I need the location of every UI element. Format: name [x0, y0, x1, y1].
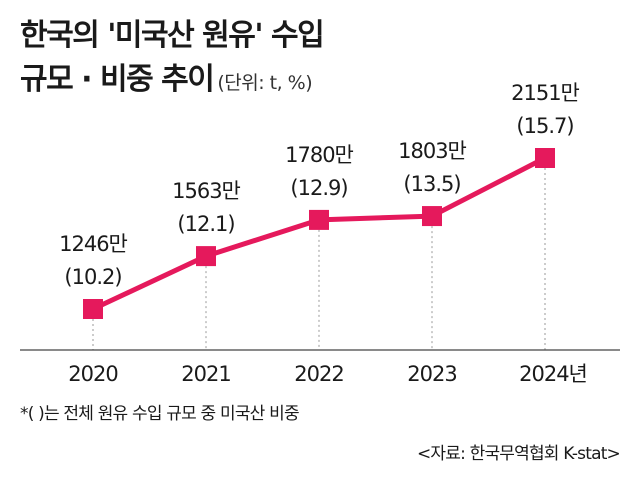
x-tick-label: 2022 — [294, 362, 343, 386]
unit-label: (단위: t, %) — [217, 72, 313, 94]
value-label: 1780만 — [285, 143, 353, 167]
share-label: (13.5) — [403, 172, 460, 196]
footnote: *( )는 전체 원유 수입 규모 중 미국산 비중 — [20, 404, 300, 424]
data-point-marker — [309, 209, 329, 230]
data-point-marker — [422, 206, 442, 227]
value-label: 2151만 — [511, 81, 579, 105]
value-label: 1803만 — [398, 139, 466, 163]
chart-title: 한국의 '미국산 원유' 수입 규모 · 비중 추이 (단위: t, %) — [20, 14, 325, 105]
value-label: 1246만 — [59, 232, 127, 256]
x-tick-label: 2024년 — [519, 362, 587, 386]
data-point-marker — [535, 148, 555, 168]
title-line-1: 한국의 '미국산 원유' 수입 — [20, 18, 325, 53]
source-note: <자료: 한국무역협회 K-stat> — [416, 444, 621, 464]
data-point-marker — [83, 299, 103, 319]
x-tick-label: 2023 — [407, 362, 456, 386]
data-point-marker — [196, 246, 216, 267]
share-label: (12.1) — [177, 212, 234, 236]
share-label: (12.9) — [290, 176, 347, 200]
value-label: 1563만 — [172, 179, 240, 203]
title-line-2-text: 규모 · 비중 추이 — [20, 62, 215, 97]
share-label: (10.2) — [64, 265, 121, 289]
share-label: (15.7) — [516, 114, 573, 138]
x-tick-label: 2021 — [181, 362, 230, 386]
x-tick-label: 2020 — [68, 362, 117, 386]
title-line-2: 규모 · 비중 추이 (단위: t, %) — [20, 58, 323, 105]
